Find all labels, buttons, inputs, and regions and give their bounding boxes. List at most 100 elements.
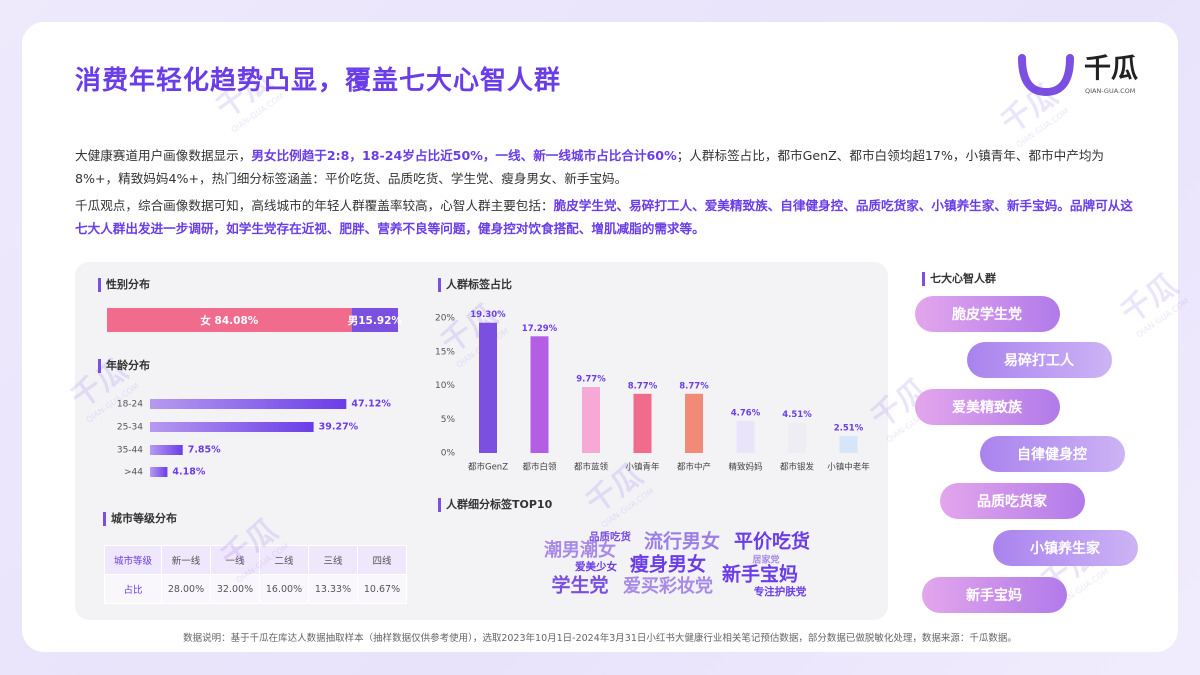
y-tick-label: 5%	[441, 415, 456, 425]
table-header-row: 城市等级 新一线 一线 二线 三线 四线	[104, 545, 407, 575]
bar-value-label: 2.51%	[834, 424, 864, 434]
table-header-cell: 三线	[308, 545, 358, 575]
logo-icon	[1018, 54, 1074, 97]
age-bar	[150, 422, 314, 432]
y-tick-label: 10%	[435, 381, 455, 391]
section-title: 七大心智人群	[930, 271, 996, 285]
persona-pill	[915, 389, 1060, 425]
page-title: 消费年轻化趋势凸显，覆盖七大心智人群	[75, 66, 562, 96]
table-header-cell: 二线	[259, 545, 309, 575]
age-category: 25-34	[117, 423, 143, 433]
table-header-cell: 四线	[357, 545, 407, 575]
word: 潮男潮女	[544, 539, 616, 561]
table-cell: 16.00%	[259, 574, 309, 604]
bar	[633, 393, 652, 453]
section-marker	[438, 498, 441, 512]
age-value-label: 7.85%	[188, 445, 221, 456]
age-value-label: 47.12%	[351, 399, 391, 410]
section-marker	[98, 278, 101, 292]
x-tick-label: 都市GenZ	[468, 462, 508, 473]
age-category: 18-24	[117, 400, 143, 410]
paragraph: 大健康赛道用户画像数据显示，男女比例趋于2:8，18-24岁占比近50%，一线、…	[75, 144, 1135, 190]
section-title: 人群细分标签TOP10	[446, 497, 553, 511]
word: 新手宝妈	[722, 563, 798, 586]
x-tick-label: 精致妈妈	[728, 462, 762, 473]
age-category: >44	[124, 468, 143, 478]
bar	[788, 422, 806, 453]
persona-pill	[915, 296, 1060, 332]
age-bar	[150, 399, 347, 409]
word: 平价吃货	[734, 530, 810, 553]
word: 流行男女	[644, 530, 720, 553]
table-header-cell: 一线	[210, 545, 260, 575]
persona-pill	[967, 342, 1112, 378]
table-cell: 32.00%	[210, 574, 260, 604]
age-category: 35-44	[117, 446, 143, 456]
bar-value-label: 19.30%	[470, 310, 506, 320]
y-tick-label: 0%	[441, 449, 456, 459]
bar	[685, 393, 703, 453]
persona-label: 小镇养生家	[1030, 540, 1101, 557]
table-row: 占比 28.00% 32.00% 16.00% 13.33% 10.67%	[104, 574, 407, 604]
gender-label: 男15.92%	[348, 315, 403, 327]
section-title: 城市等级分布	[111, 511, 177, 525]
section-marker	[922, 272, 925, 286]
logo-name: 千瓜	[1084, 54, 1138, 85]
word: 爱美少女	[575, 560, 617, 573]
bar-value-label: 4.76%	[731, 408, 761, 418]
highlight-text: 脆皮学生党、易碎打工人、爱美精致族、自律健身控、品质吃货家、小镇养生家、新手宝妈…	[75, 198, 1133, 236]
text: ；人群标签占比，都市GenZ、都市白领均超17%，小镇青年、都市中产均为8%+，…	[75, 148, 1105, 186]
word: 居家党	[752, 554, 779, 566]
text: 千瓜观点，综合画像数据可知，高线城市的年轻人群覆盖率较高，心智人群主要包括：	[75, 198, 554, 213]
x-tick-label: 小镇中老年	[827, 462, 870, 473]
section-marker	[103, 512, 106, 526]
bar-value-label: 4.51%	[782, 410, 812, 420]
bar	[736, 420, 755, 453]
logo-url: QIAN-GUA.COM	[1085, 87, 1135, 95]
x-tick-label: 都市白领	[522, 462, 557, 473]
persona-label: 自律健身控	[1017, 446, 1087, 463]
section-marker	[438, 278, 441, 292]
x-tick-label: 都市银发	[780, 462, 815, 473]
word: 品质吃货	[589, 530, 631, 543]
word: 专注护肤党	[754, 585, 807, 598]
word: 瘦身男女	[630, 553, 706, 576]
gender-label: 女 84.08%	[200, 314, 258, 327]
persona-label: 易碎打工人	[1004, 352, 1075, 369]
highlight-text: 男女比例趋于2:8，18-24岁占比近50%，一线、新一线城市占比合计60%	[251, 148, 677, 163]
bar	[839, 436, 858, 453]
persona-label: 爱美精致族	[952, 399, 1023, 416]
persona-pill	[940, 483, 1085, 519]
bar	[479, 322, 497, 453]
text: 大健康赛道用户画像数据显示，	[75, 148, 252, 163]
age-value-label: 4.18%	[172, 467, 205, 478]
section-marker	[98, 359, 101, 373]
age-bar	[150, 445, 183, 455]
summary: 大健康赛道用户画像数据显示，男女比例趋于2:8，18-24岁占比近50%，一线、…	[75, 144, 1135, 244]
table-header-cell: 新一线	[161, 545, 211, 575]
gender-bar	[351, 308, 398, 332]
word: 学生党	[551, 574, 608, 597]
city-table: 城市等级 新一线 一线 二线 三线 四线 占比 28.00% 32.00% 16.00% 13.33…	[104, 545, 407, 604]
bar-value-label: 8.77%	[679, 381, 709, 391]
bar-value-label: 9.77%	[576, 375, 606, 385]
bar-value-label: 17.29%	[522, 324, 558, 334]
persona-label: 脆皮学生党	[951, 306, 1022, 323]
persona-pill	[980, 436, 1125, 472]
table-cell: 10.67%	[357, 574, 407, 604]
persona-label: 品质吃货家	[977, 493, 1048, 510]
section-title: 性别分布	[106, 277, 150, 291]
age-bar	[150, 467, 168, 477]
table-cell: 28.00%	[161, 574, 211, 604]
y-tick-label: 20%	[435, 314, 455, 324]
bar	[582, 387, 600, 453]
section-title: 人群标签占比	[446, 277, 512, 291]
word: 爱买彩妆党	[623, 575, 713, 597]
gender-bar	[107, 308, 352, 332]
